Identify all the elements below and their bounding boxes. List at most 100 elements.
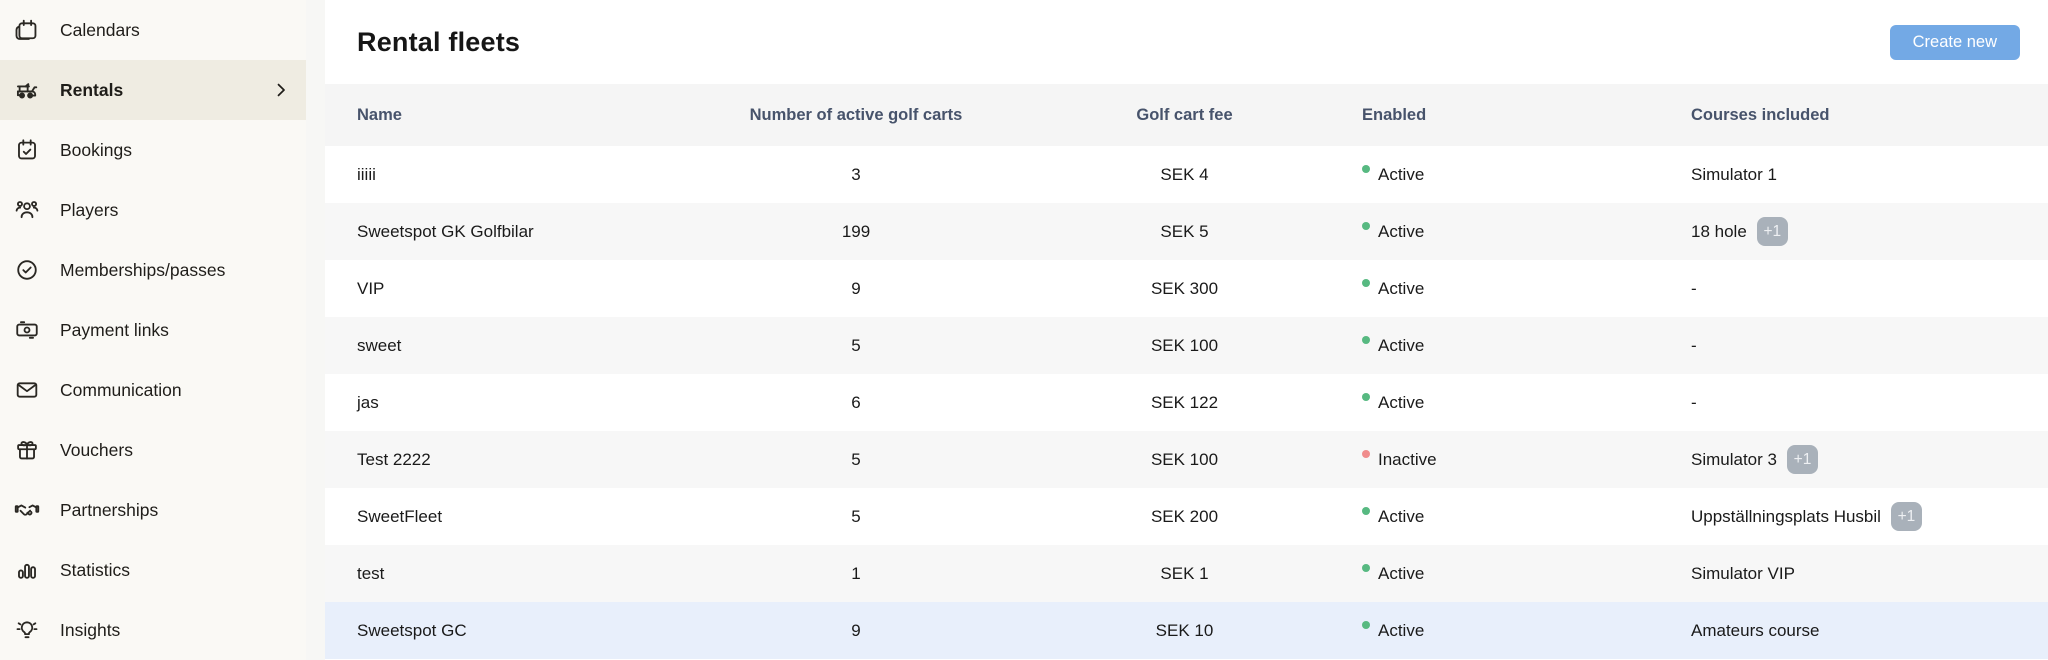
sidebar-item-label: Communication bbox=[60, 379, 182, 400]
sidebar-item-label: Insights bbox=[60, 619, 121, 640]
cell-golf-cart-fee: SEK 300 bbox=[1150, 278, 1219, 298]
column-header-golf-cart-fee: Golf cart fee bbox=[1136, 105, 1233, 124]
cell-name: SweetFleet bbox=[357, 506, 443, 526]
column-header-active-golf-carts: Number of active golf carts bbox=[749, 105, 963, 124]
cell-courses-included: Amateurs course bbox=[1691, 621, 2048, 641]
status-dot bbox=[1362, 164, 1370, 173]
course-name: Simulator 3 bbox=[1691, 449, 1777, 469]
course-name: - bbox=[1691, 335, 1697, 355]
table-row[interactable]: iiiii 3 SEK 4 Active Simulator 1 bbox=[325, 146, 2048, 203]
status-label: Active bbox=[1378, 221, 1425, 241]
create-new-button[interactable]: Create new bbox=[1889, 24, 2020, 60]
cell-courses-included: - bbox=[1691, 279, 2048, 299]
cell-courses-included: Simulator 3 +1 bbox=[1691, 445, 2048, 474]
cell-golf-cart-fee: SEK 100 bbox=[1150, 335, 1219, 355]
cell-golf-cart-fee: SEK 4 bbox=[1160, 164, 1209, 184]
cell-courses-included: Uppställningsplats Husbil +1 bbox=[1691, 502, 2048, 531]
course-name: Simulator 1 bbox=[1691, 164, 1777, 184]
content-gutter bbox=[306, 0, 325, 660]
status-label: Active bbox=[1378, 392, 1425, 412]
table-row[interactable]: test 1 SEK 1 Active Simulator VIP bbox=[325, 545, 2048, 602]
status-dot bbox=[1362, 392, 1370, 401]
status-dot bbox=[1362, 278, 1370, 287]
sidebar-item-communication[interactable]: Communication bbox=[0, 360, 306, 420]
sidebar-item-insights[interactable]: Insights bbox=[0, 600, 306, 660]
cell-golf-cart-fee: SEK 1 bbox=[1160, 563, 1209, 583]
cell-golf-cart-fee: SEK 5 bbox=[1160, 221, 1209, 241]
cell-name: jas bbox=[357, 392, 379, 412]
sidebar-item-rentals[interactable]: Rentals bbox=[0, 60, 306, 120]
status-label: Active bbox=[1378, 164, 1425, 184]
sidebar-item-label: Calendars bbox=[60, 19, 140, 40]
cell-name: VIP bbox=[357, 278, 385, 298]
cell-enabled: Active bbox=[1362, 164, 1691, 185]
status-label: Active bbox=[1378, 620, 1425, 640]
cell-active-golf-carts: 5 bbox=[851, 506, 861, 526]
course-name: Amateurs course bbox=[1691, 620, 1820, 640]
sidebar: Calendars Rentals Bookings Players Membershi… bbox=[0, 0, 306, 660]
cell-enabled: Active bbox=[1362, 392, 1691, 413]
course-name: - bbox=[1691, 278, 1697, 298]
sidebar-item-label: Players bbox=[60, 199, 119, 220]
sidebar-item-calendars[interactable]: Calendars bbox=[0, 0, 306, 60]
table-row[interactable]: Test 2222 5 SEK 100 Inactive Simulator 3 +1 bbox=[325, 431, 2048, 488]
cell-active-golf-carts: 5 bbox=[851, 335, 861, 355]
course-name: - bbox=[1691, 392, 1697, 412]
sidebar-item-statistics[interactable]: Statistics bbox=[0, 540, 306, 600]
cell-golf-cart-fee: SEK 122 bbox=[1150, 392, 1219, 412]
course-name: Simulator VIP bbox=[1691, 563, 1795, 583]
cell-active-golf-carts: 6 bbox=[851, 392, 861, 412]
people-icon bbox=[13, 197, 40, 224]
more-courses-badge: +1 bbox=[1890, 502, 1922, 531]
cell-name: Sweetspot GK Golfbilar bbox=[357, 221, 534, 241]
sidebar-item-partnerships[interactable]: Partnerships bbox=[0, 480, 306, 540]
table-row[interactable]: Sweetspot GK Golfbilar 199 SEK 5 Active 18 h… bbox=[325, 203, 2048, 260]
cell-enabled: Active bbox=[1362, 335, 1691, 356]
sidebar-item-vouchers[interactable]: Vouchers bbox=[0, 420, 306, 480]
cell-golf-cart-fee: SEK 200 bbox=[1150, 506, 1219, 526]
cell-active-golf-carts: 199 bbox=[841, 221, 871, 241]
badge-check-icon bbox=[13, 257, 40, 284]
cell-courses-included: Simulator VIP bbox=[1691, 564, 2048, 584]
lightbulb-icon bbox=[13, 617, 40, 644]
status-label: Active bbox=[1378, 335, 1425, 355]
cell-courses-included: 18 hole +1 bbox=[1691, 217, 2048, 246]
sidebar-item-payment-links[interactable]: Payment links bbox=[0, 300, 306, 360]
table-row[interactable]: VIP 9 SEK 300 Active - bbox=[325, 260, 2048, 317]
cell-active-golf-carts: 9 bbox=[851, 620, 861, 640]
table-header-row: Name Number of active golf carts Golf ca… bbox=[325, 84, 2048, 146]
gift-icon bbox=[13, 437, 40, 464]
more-courses-badge: +1 bbox=[1756, 217, 1788, 246]
sidebar-item-bookings[interactable]: Bookings bbox=[0, 120, 306, 180]
page-title: Rental fleets bbox=[357, 26, 521, 57]
sidebar-item-players[interactable]: Players bbox=[0, 180, 306, 240]
cell-name: Test 2222 bbox=[357, 449, 431, 469]
table-row[interactable]: SweetFleet 5 SEK 200 Active Uppställningspla… bbox=[325, 488, 2048, 545]
sidebar-item-memberships-passes[interactable]: Memberships/passes bbox=[0, 240, 306, 300]
cell-golf-cart-fee: SEK 100 bbox=[1150, 449, 1219, 469]
course-name: 18 hole bbox=[1691, 221, 1747, 241]
banknote-icon bbox=[13, 317, 40, 344]
table-row[interactable]: jas 6 SEK 122 Active - bbox=[325, 374, 2048, 431]
cell-active-golf-carts: 9 bbox=[851, 278, 861, 298]
bar-chart-icon bbox=[13, 557, 40, 584]
table-body: iiiii 3 SEK 4 Active Simulator 1 Sweetspot GK… bbox=[325, 146, 2048, 659]
envelope-icon bbox=[13, 377, 40, 404]
cell-courses-included: - bbox=[1691, 336, 2048, 356]
column-header-enabled: Enabled bbox=[1362, 105, 1427, 124]
table-row[interactable]: Sweetspot GC 9 SEK 10 Active Amateurs course bbox=[325, 602, 2048, 659]
table-row[interactable]: sweet 5 SEK 100 Active - bbox=[325, 317, 2048, 374]
cell-courses-included: Simulator 1 bbox=[1691, 165, 2048, 185]
chevron-right-icon bbox=[270, 79, 292, 101]
cell-active-golf-carts: 3 bbox=[851, 164, 861, 184]
more-courses-badge: +1 bbox=[1786, 445, 1818, 474]
golf-cart-icon bbox=[13, 77, 40, 104]
handshake-icon bbox=[13, 497, 40, 524]
sidebar-item-label: Memberships/passes bbox=[60, 259, 226, 280]
sidebar-item-label: Vouchers bbox=[60, 439, 133, 460]
status-label: Active bbox=[1378, 278, 1425, 298]
status-dot bbox=[1362, 449, 1370, 458]
cell-name: test bbox=[357, 563, 385, 583]
calendar-check-icon bbox=[13, 137, 40, 164]
